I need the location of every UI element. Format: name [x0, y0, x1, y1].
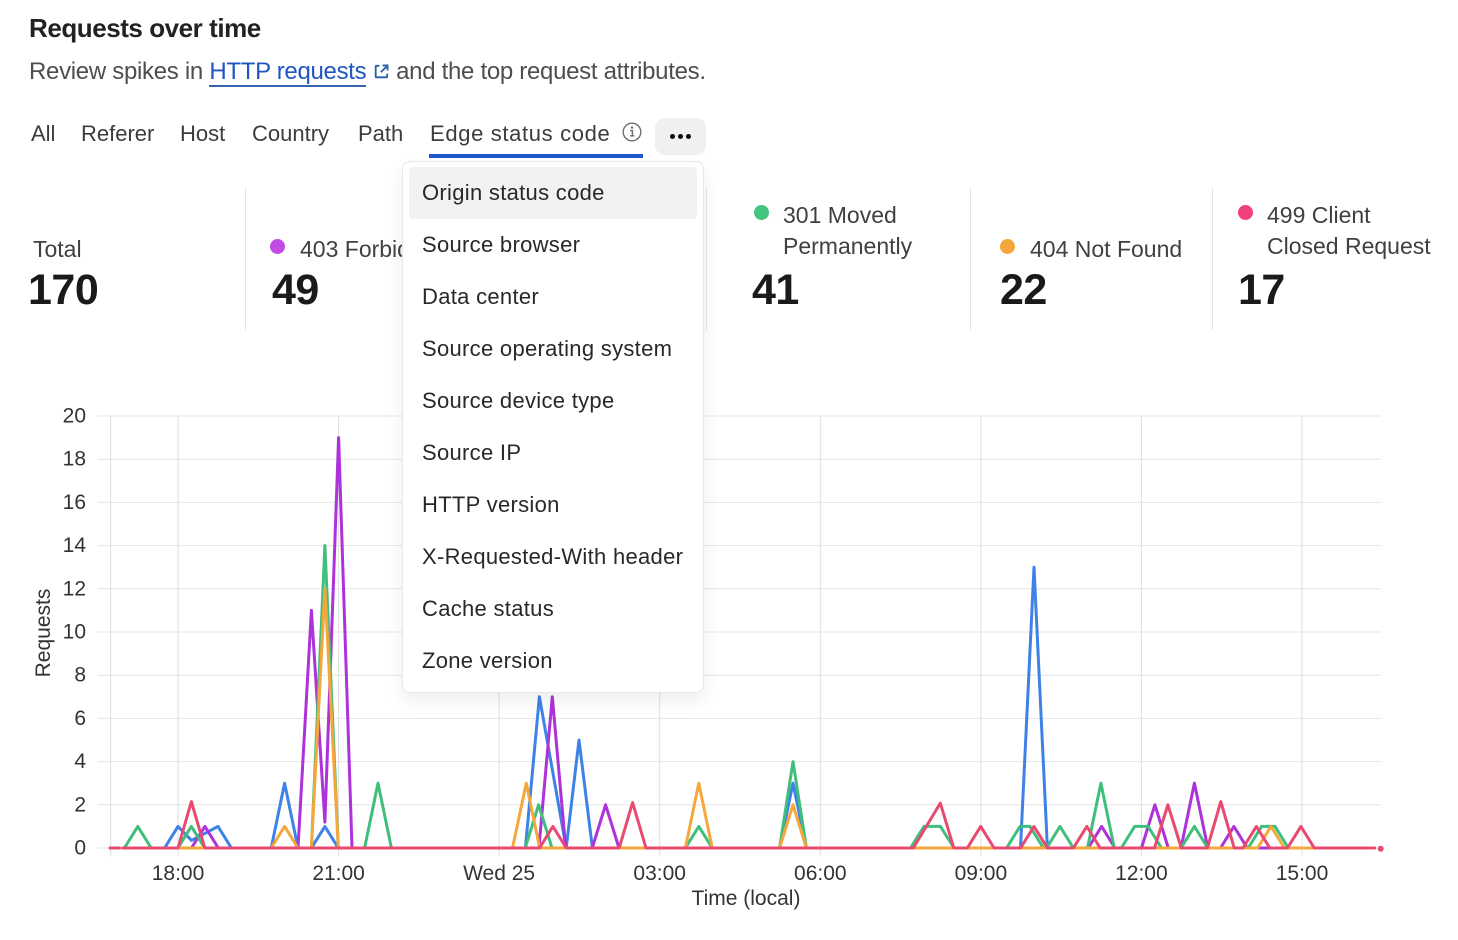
- svg-text:16: 16: [63, 491, 86, 514]
- svg-text:6: 6: [74, 707, 86, 730]
- svg-text:12:00: 12:00: [1115, 862, 1168, 885]
- svg-text:4: 4: [74, 750, 86, 773]
- svg-text:15:00: 15:00: [1276, 862, 1329, 885]
- svg-text:8: 8: [74, 664, 86, 687]
- svg-text:09:00: 09:00: [955, 862, 1008, 885]
- svg-text:18:00: 18:00: [152, 862, 205, 885]
- svg-text:2: 2: [74, 793, 86, 816]
- svg-text:14: 14: [63, 534, 87, 557]
- svg-text:Requests: Requests: [32, 589, 55, 678]
- svg-text:20: 20: [63, 405, 86, 428]
- svg-text:12: 12: [63, 577, 86, 600]
- svg-text:03:00: 03:00: [633, 862, 686, 885]
- svg-text:Time (local): Time (local): [692, 887, 801, 910]
- svg-text:06:00: 06:00: [794, 862, 847, 885]
- svg-text:21:00: 21:00: [312, 862, 365, 885]
- svg-text:0: 0: [74, 837, 86, 860]
- svg-text:18: 18: [63, 448, 86, 471]
- svg-text:10: 10: [63, 621, 86, 644]
- svg-text:Wed 25: Wed 25: [463, 862, 535, 885]
